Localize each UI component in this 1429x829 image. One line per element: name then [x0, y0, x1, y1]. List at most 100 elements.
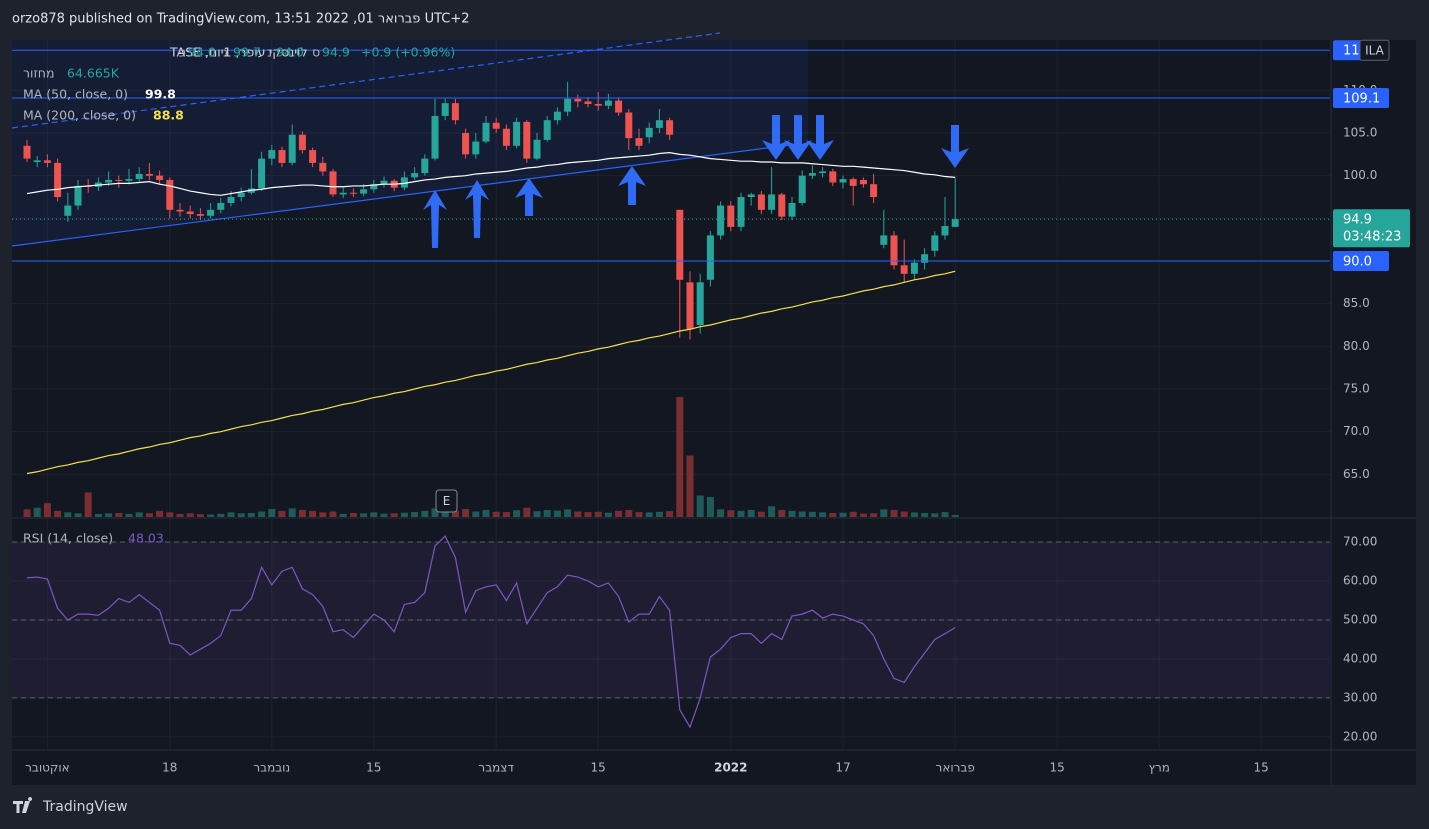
- candle-body: [319, 162, 327, 172]
- x-tick-label: 18: [162, 761, 177, 775]
- candle-body: [859, 179, 867, 185]
- volume-bar: [349, 513, 357, 517]
- volume-bar: [553, 510, 561, 517]
- rsi-last: 48.03: [128, 531, 164, 546]
- volume-bar: [706, 497, 714, 517]
- candle-body: [309, 150, 317, 163]
- volume-bar: [196, 514, 204, 517]
- volume-bar: [258, 511, 266, 517]
- x-tick-label: 17: [835, 761, 850, 775]
- candle-body: [492, 122, 500, 129]
- candle-body: [125, 179, 133, 181]
- y-tick-label: 65.0: [1343, 467, 1370, 481]
- volume-bar: [574, 511, 582, 517]
- y-tick-label: 70.00: [1343, 535, 1377, 549]
- volume-bar: [247, 513, 255, 517]
- candle-body: [23, 145, 31, 159]
- volume-bar: [74, 513, 82, 517]
- change: +0.9 (+0.96%): [361, 45, 455, 60]
- volume-bar: [207, 514, 215, 517]
- ohlc-name: פ: [178, 45, 186, 60]
- candle-body: [462, 133, 470, 155]
- volume-bar: [94, 513, 102, 517]
- volume-bar: [451, 510, 459, 517]
- candle-body: [523, 121, 531, 159]
- volume-bar: [788, 510, 796, 517]
- volume-bar: [64, 512, 72, 517]
- candle-body: [513, 121, 521, 146]
- volume-bar: [23, 509, 31, 517]
- candle-body: [227, 197, 235, 203]
- volume-bar: [441, 509, 449, 517]
- candle-body: [33, 160, 41, 163]
- volume-bar: [717, 509, 725, 517]
- trendline-dashed: [11, 32, 721, 129]
- volume-bar: [237, 513, 245, 517]
- volume-bar: [125, 513, 133, 517]
- candle-body: [217, 202, 225, 210]
- candle-body: [788, 202, 796, 217]
- candle-body: [196, 214, 204, 216]
- candle-body: [370, 184, 378, 190]
- candle-body: [472, 141, 480, 155]
- volume-bar: [768, 506, 776, 517]
- arrow-up: [515, 178, 543, 216]
- volume-bar: [390, 513, 398, 517]
- arrow-up: [465, 180, 489, 238]
- ohlc-value: 94.0: [276, 45, 304, 60]
- volume-bar: [584, 512, 592, 517]
- candle-body: [145, 173, 153, 176]
- candle-body: [553, 111, 561, 121]
- arrow-down: [762, 115, 790, 160]
- y-tick-label: 30.00: [1343, 690, 1377, 704]
- volume-bar: [910, 512, 918, 517]
- candle-body: [686, 282, 694, 330]
- candle-body: [625, 112, 633, 139]
- y-tick-label: 75.0: [1343, 382, 1370, 396]
- volume-bar: [84, 492, 92, 517]
- candle-body: [666, 120, 674, 135]
- y-tick-label: 85.0: [1343, 296, 1370, 310]
- candle-body: [910, 262, 918, 274]
- volume-bar: [380, 513, 388, 517]
- volume-bar: [604, 512, 612, 517]
- candle-body: [105, 179, 113, 183]
- y-tick-label: 70.0: [1343, 424, 1370, 438]
- x-tick-label: פברואר: [936, 761, 975, 775]
- volume-bar: [757, 511, 765, 517]
- volume-bar: [635, 512, 643, 517]
- candle-body: [451, 103, 459, 121]
- candle-body: [298, 134, 306, 151]
- earnings-box[interactable]: [435, 489, 458, 513]
- candle-body: [931, 235, 939, 251]
- plot: [12, 49, 1330, 729]
- candle-body: [798, 175, 806, 203]
- volume-bar: [176, 513, 184, 517]
- volume-bar: [921, 513, 929, 517]
- candle-body: [115, 179, 123, 181]
- symbol-title: לוינסקי עופר, 1יום, TASE: [169, 45, 308, 60]
- volume-bar: [890, 509, 898, 517]
- volume-bar: [513, 510, 521, 517]
- volume-bar: [411, 512, 419, 517]
- ohlc-value: 99.7: [233, 45, 261, 60]
- volume-bar: [339, 513, 347, 517]
- candle-body: [747, 194, 755, 198]
- candle-body: [54, 162, 62, 198]
- volume-bar: [900, 511, 908, 517]
- candle-body: [849, 179, 857, 186]
- volume-bar: [666, 511, 674, 517]
- candle-body: [839, 179, 847, 183]
- volume-bar: [615, 510, 623, 517]
- candle-body: [166, 179, 174, 210]
- x-tick-label: 15: [1050, 761, 1065, 775]
- candle-body: [655, 120, 663, 128]
- ma-line: [26, 152, 956, 196]
- volume-bar: [778, 509, 786, 517]
- candle-body: [584, 101, 592, 104]
- candle-body: [574, 98, 582, 102]
- volume-bar: [309, 510, 317, 517]
- volume-bar: [472, 511, 480, 517]
- arrow-up: [618, 166, 646, 205]
- volume-bar: [145, 513, 153, 517]
